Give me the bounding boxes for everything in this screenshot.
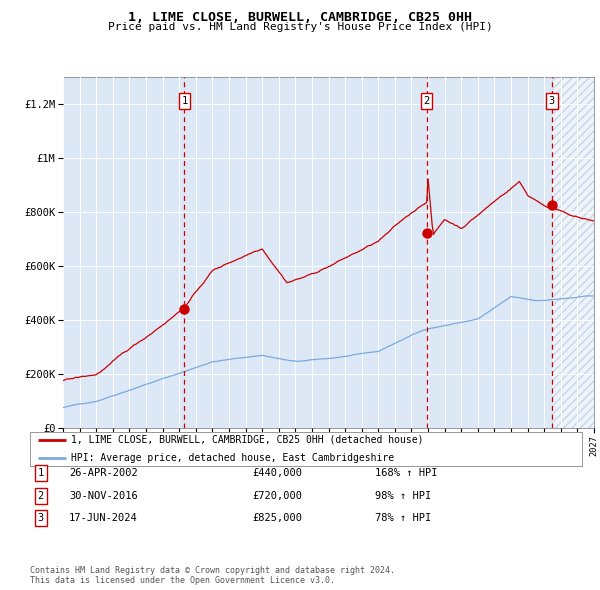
Text: 168% ↑ HPI: 168% ↑ HPI (375, 468, 437, 478)
Bar (552, 77, 594, 428)
Bar (552, 77, 594, 428)
Text: This data is licensed under the Open Government Licence v3.0.: This data is licensed under the Open Gov… (30, 576, 335, 585)
Text: 98% ↑ HPI: 98% ↑ HPI (375, 491, 431, 500)
Text: 3: 3 (549, 96, 555, 106)
Text: Price paid vs. HM Land Registry's House Price Index (HPI): Price paid vs. HM Land Registry's House … (107, 22, 493, 32)
Text: £825,000: £825,000 (252, 513, 302, 523)
Text: 2: 2 (424, 96, 430, 106)
Text: 1: 1 (38, 468, 44, 478)
Text: £720,000: £720,000 (252, 491, 302, 500)
Text: Contains HM Land Registry data © Crown copyright and database right 2024.: Contains HM Land Registry data © Crown c… (30, 566, 395, 575)
Text: £440,000: £440,000 (252, 468, 302, 478)
Text: 1: 1 (181, 96, 188, 106)
Text: 26-APR-2002: 26-APR-2002 (69, 468, 138, 478)
Text: 78% ↑ HPI: 78% ↑ HPI (375, 513, 431, 523)
Text: HPI: Average price, detached house, East Cambridgeshire: HPI: Average price, detached house, East… (71, 453, 395, 463)
Text: 30-NOV-2016: 30-NOV-2016 (69, 491, 138, 500)
Text: 17-JUN-2024: 17-JUN-2024 (69, 513, 138, 523)
Text: 1, LIME CLOSE, BURWELL, CAMBRIDGE, CB25 0HH (detached house): 1, LIME CLOSE, BURWELL, CAMBRIDGE, CB25 … (71, 435, 424, 445)
Text: 3: 3 (38, 513, 44, 523)
Text: 1, LIME CLOSE, BURWELL, CAMBRIDGE, CB25 0HH: 1, LIME CLOSE, BURWELL, CAMBRIDGE, CB25 … (128, 11, 472, 24)
Text: 2: 2 (38, 491, 44, 500)
